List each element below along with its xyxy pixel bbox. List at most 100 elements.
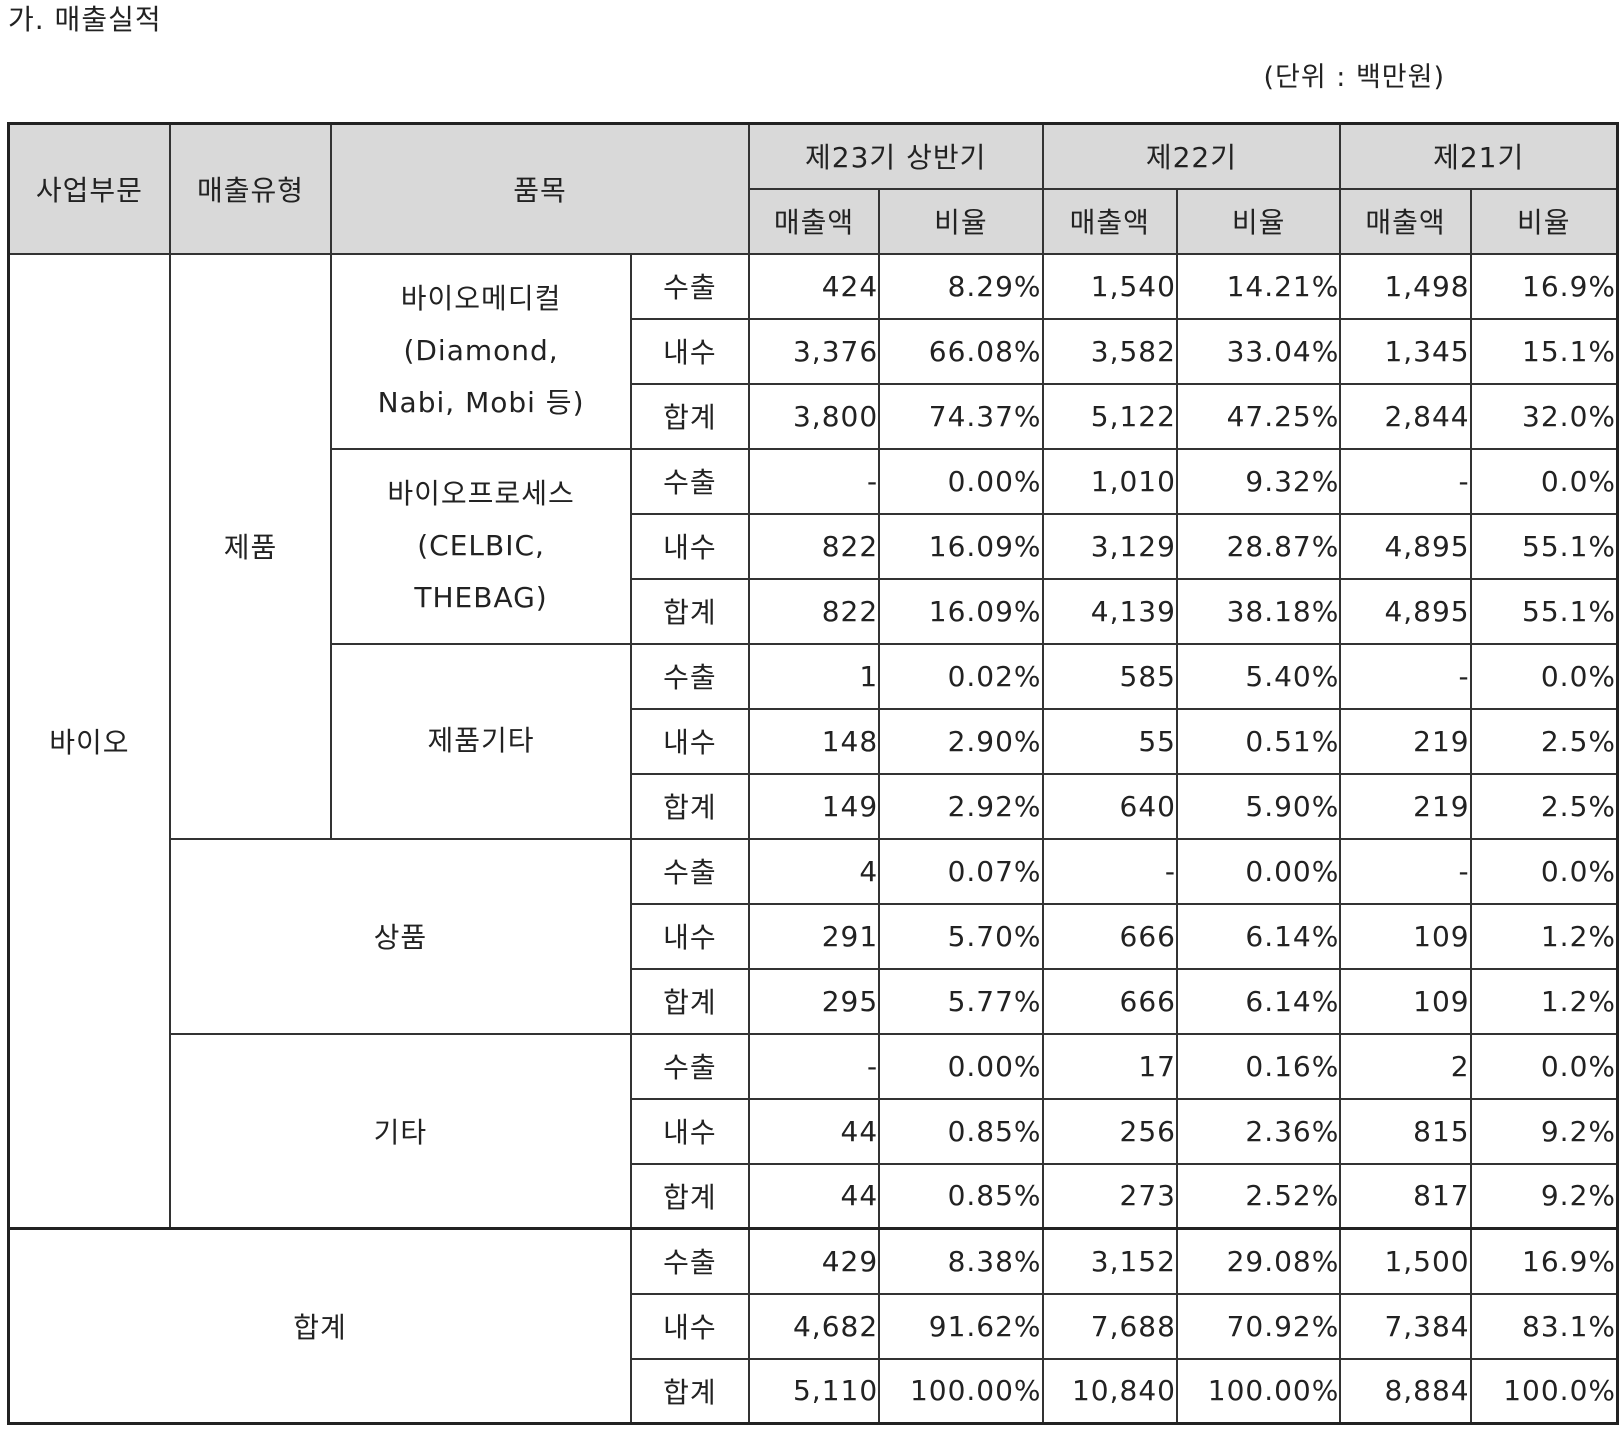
- amount-cell: 822: [747, 577, 881, 645]
- ratio-cell: 5.70%: [878, 902, 1044, 970]
- ratio-cell: 32.0%: [1469, 382, 1619, 450]
- ratio-cell: 47.25%: [1175, 382, 1342, 450]
- ratio-cell: 83.1%: [1469, 1292, 1619, 1360]
- amount-cell: 2,844: [1339, 382, 1472, 450]
- ratio-cell: 6.14%: [1175, 902, 1342, 970]
- total-label-cell: 합계: [7, 1227, 632, 1425]
- item-cell: 바이오프로세스 (CELBIC, THEBAG): [330, 447, 632, 645]
- amount-cell: 109: [1339, 902, 1472, 970]
- ratio-cell: 91.62%: [878, 1292, 1044, 1360]
- table-row: 바이오프로세스 (CELBIC, THEBAG) 수출 -0.00% 1,010 9.32%…: [9, 447, 1619, 645]
- header-period-22: 제22기: [1041, 122, 1342, 190]
- ratio-cell: 33.04%: [1175, 317, 1342, 385]
- table-row: 제품기타 수출 1 0.02% 585 5.40% -0.0%: [9, 642, 1619, 840]
- ratio-cell: 100.00%: [1175, 1357, 1342, 1425]
- amount-cell: -: [1041, 837, 1178, 905]
- ratio-cell: 0.51%: [1175, 707, 1342, 775]
- item-line: 제품기타: [427, 724, 535, 757]
- header-row-2: 매출액 비율 매출액 비율 매출액 비율: [9, 187, 1619, 255]
- kind-cell: 합계: [630, 1357, 750, 1425]
- ratio-cell: 9.2%: [1469, 1097, 1619, 1165]
- header-ratio: 비율: [878, 187, 1044, 255]
- table-row: 합계 3,800 74.37% 5,122 47.25% 2,844 32.0%: [9, 382, 1619, 450]
- item-line: 바이오프로세스: [387, 477, 575, 510]
- table-row: 내수 148 2.90% 55 0.51% 219 2.5%: [9, 707, 1619, 775]
- amount-cell: 1,500: [1339, 1227, 1472, 1295]
- ratio-cell: 5.90%: [1175, 772, 1342, 840]
- section-title: 가. 매출실적: [8, 3, 162, 36]
- amount-cell: 1: [747, 642, 881, 710]
- ratio-cell: 8.29%: [878, 252, 1044, 320]
- table-row: 합계 295 5.77% 666 6.14% 109 1.2%: [9, 967, 1619, 1035]
- amount-cell: 3,582: [1041, 317, 1178, 385]
- ratio-cell: 2.36%: [1175, 1097, 1342, 1165]
- table-body: 바이오 제품 바이오메디컬 (Diamond, Nabi, Mobi 등) 수출 424 8.…: [7, 252, 1619, 1425]
- ratio-cell: 1.2%: [1469, 967, 1619, 1035]
- kind-cell: 합계: [630, 382, 750, 450]
- kind-cell: 내수: [630, 1097, 750, 1165]
- amount-cell: -: [747, 447, 881, 515]
- amount-cell: 295: [747, 967, 881, 1035]
- kind-cell: 합계: [630, 772, 750, 840]
- amount-cell: 44: [747, 1097, 881, 1165]
- amount-cell: 1,010: [1041, 447, 1178, 515]
- kind-cell: 수출: [630, 447, 750, 515]
- ratio-cell: 55.1%: [1469, 577, 1619, 645]
- kind-cell: 수출: [630, 252, 750, 320]
- ratio-cell: 16.09%: [878, 577, 1044, 645]
- amount-cell: 822: [747, 512, 881, 580]
- header-row-1: 사업부문 매출유형 품목 제23기 상반기 제22기 제21기: [7, 122, 1619, 255]
- sales-table: 사업부문 매출유형 품목 제23기 상반기 제22기 제21기 매출액 비율 매…: [7, 122, 1619, 1425]
- table-row: 합계 822 16.09% 4,139 38.18% 4,895 55.1%: [9, 577, 1619, 645]
- amount-cell: 5,122: [1041, 382, 1178, 450]
- amount-cell: 3,376: [747, 317, 881, 385]
- amount-cell: 1,498: [1339, 252, 1472, 320]
- amount-cell: 3,800: [747, 382, 881, 450]
- ratio-cell: 1.2%: [1469, 902, 1619, 970]
- amount-cell: 429: [747, 1227, 881, 1295]
- kind-cell: 합계: [630, 577, 750, 645]
- ratio-cell: 2.52%: [1175, 1162, 1342, 1230]
- item-line: Nabi, Mobi 등): [377, 386, 585, 419]
- amount-cell: 256: [1041, 1097, 1178, 1165]
- ratio-cell: 29.08%: [1175, 1227, 1342, 1295]
- ratio-cell: 2.90%: [878, 707, 1044, 775]
- ratio-cell: 0.0%: [1469, 837, 1619, 905]
- amount-cell: 4: [747, 837, 881, 905]
- amount-cell: 4,895: [1339, 512, 1472, 580]
- amount-cell: -: [747, 1032, 881, 1100]
- amount-cell: 273: [1041, 1162, 1178, 1230]
- ratio-cell: 5.40%: [1175, 642, 1342, 710]
- header-sales-type: 매출유형: [168, 122, 333, 255]
- amount-cell: 424: [747, 252, 881, 320]
- ratio-cell: 0.0%: [1469, 1032, 1619, 1100]
- table-row: 내수 3,376 66.08% 3,582 33.04% 1,345 15.1%: [9, 317, 1619, 385]
- ratio-cell: 0.16%: [1175, 1032, 1342, 1100]
- table-row: 내수 822 16.09% 3,129 28.87% 4,895 55.1%: [9, 512, 1619, 580]
- ratio-cell: 38.18%: [1175, 577, 1342, 645]
- ratio-cell: 16.9%: [1469, 1227, 1619, 1295]
- ratio-cell: 28.87%: [1175, 512, 1342, 580]
- ratio-cell: 0.00%: [1175, 837, 1342, 905]
- kind-cell: 수출: [630, 1032, 750, 1100]
- amount-cell: -: [1339, 642, 1472, 710]
- amount-cell: 666: [1041, 902, 1178, 970]
- amount-cell: 5,110: [747, 1357, 881, 1425]
- table-row: 내수 291 5.70% 666 6.14% 109 1.2%: [9, 902, 1619, 970]
- header-ratio: 비율: [1175, 187, 1342, 255]
- table-row: 상품 수출 4 0.07% -0.00% -0.0%: [9, 837, 1619, 1035]
- amount-cell: 817: [1339, 1162, 1472, 1230]
- total-row: 합계 수출 429 8.38% 3,152 29.08% 1,500 16.9%: [7, 1227, 1619, 1425]
- kind-cell: 내수: [630, 512, 750, 580]
- amount-cell: 219: [1339, 772, 1472, 840]
- amount-cell: 291: [747, 902, 881, 970]
- amount-cell: 10,840: [1041, 1357, 1178, 1425]
- ratio-cell: 0.85%: [878, 1162, 1044, 1230]
- header-item: 품목: [330, 122, 750, 255]
- header-period-21: 제21기: [1339, 122, 1619, 190]
- amount-cell: 148: [747, 707, 881, 775]
- kind-cell: 내수: [630, 707, 750, 775]
- amount-cell: 44: [747, 1162, 881, 1230]
- ratio-cell: 55.1%: [1469, 512, 1619, 580]
- ratio-cell: 8.38%: [878, 1227, 1044, 1295]
